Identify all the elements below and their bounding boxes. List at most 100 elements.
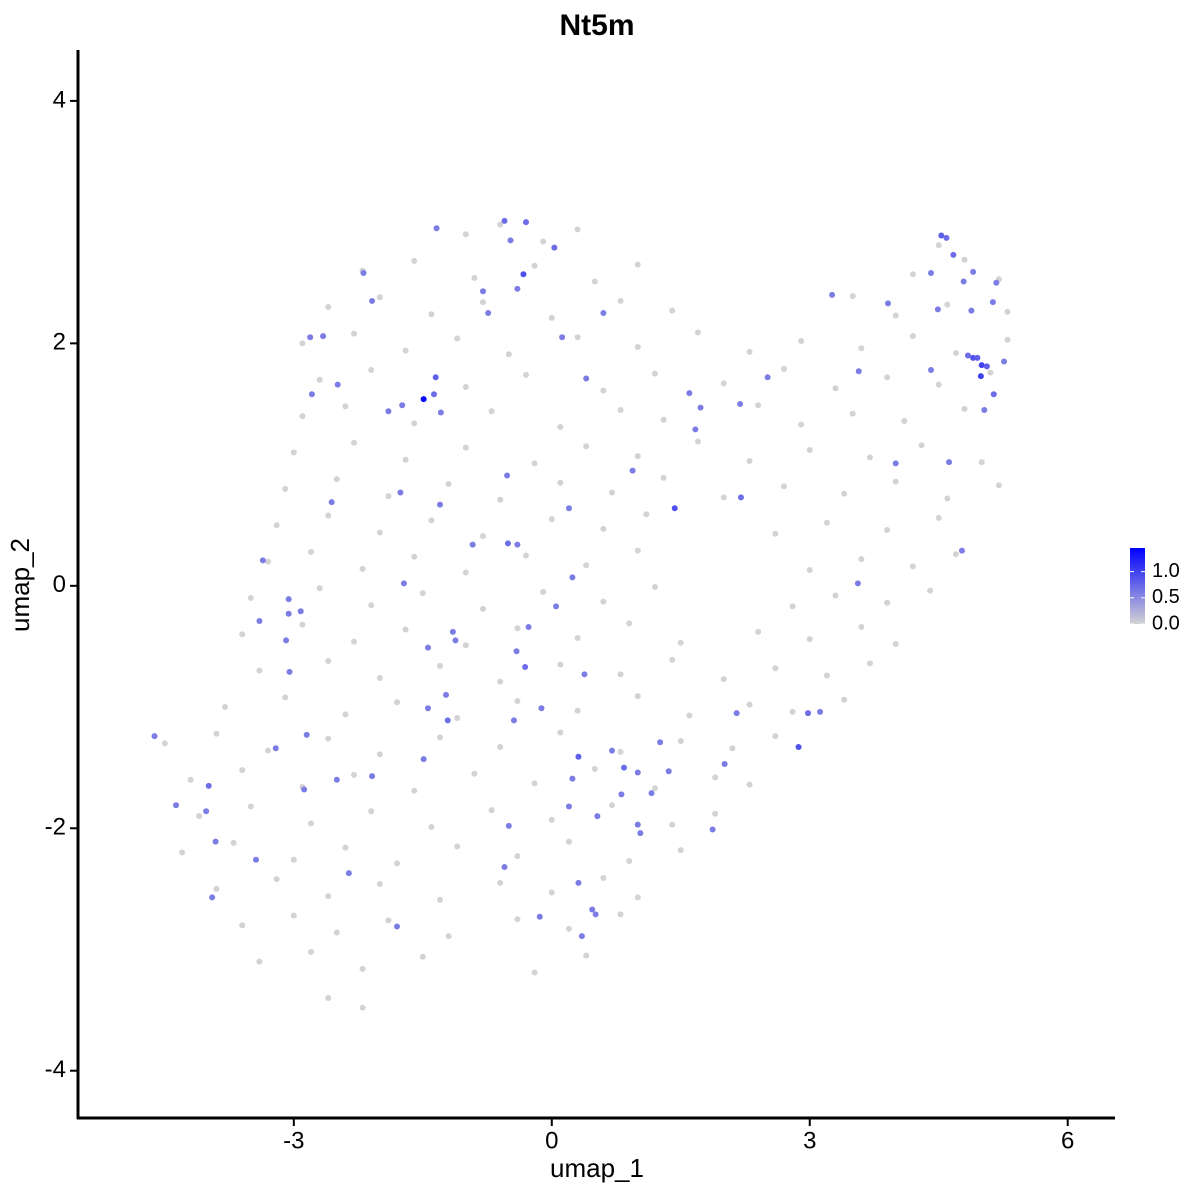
point [368,367,375,374]
point [578,933,585,940]
point [333,929,340,936]
point [445,933,452,940]
point [978,362,985,369]
point [514,541,521,548]
point [733,710,740,717]
point [424,644,431,651]
point [504,472,511,479]
point [307,334,314,341]
point [583,562,590,569]
point [575,879,582,886]
point [600,598,607,605]
point [592,911,599,918]
point [832,592,839,599]
point [247,594,254,601]
point [643,511,650,518]
point [569,775,576,782]
point [420,396,427,403]
point [376,294,383,301]
point [445,480,452,487]
point [342,844,349,851]
point [721,761,728,768]
point [581,671,588,678]
x-tick-label: 3 [803,1127,816,1154]
point [308,391,315,398]
point [351,638,358,645]
point [626,620,633,627]
point [961,256,968,263]
point [385,493,392,500]
point [849,293,856,300]
point [479,288,486,295]
point [557,661,564,668]
point [522,371,529,378]
point [187,776,194,783]
point [432,374,439,381]
point [669,307,676,314]
point [428,824,435,831]
point [634,344,641,351]
point [806,447,813,454]
point [256,958,263,965]
point [514,916,521,923]
point [531,780,538,787]
point [970,268,977,275]
point [285,610,292,617]
point [823,672,830,679]
point [660,416,667,423]
point [273,876,280,883]
point [471,274,478,281]
point [479,605,486,612]
point [665,768,672,775]
point [617,748,624,755]
point [316,585,323,592]
point [507,237,514,244]
point [501,217,508,224]
point [342,711,349,718]
point [892,460,899,467]
point [892,312,899,319]
point [334,381,341,388]
point [978,459,985,466]
point [677,847,684,854]
point [858,556,865,563]
point [325,657,332,664]
point [462,569,469,576]
point [841,490,848,497]
colorbar [1130,548,1145,624]
point [574,226,581,233]
point [325,893,332,900]
point [884,527,891,534]
point [989,299,996,306]
point [205,782,212,789]
point [419,953,426,960]
point [308,548,315,555]
point [282,694,289,701]
point [669,656,676,663]
point [720,494,727,501]
point [256,667,263,674]
point [621,764,628,771]
point [376,751,383,758]
point [504,540,511,547]
colorbar-label: 1.0 [1152,560,1180,582]
point [316,376,323,383]
point [884,300,891,307]
point [553,603,560,610]
point [368,808,375,815]
point [909,333,916,340]
point [437,501,444,508]
point [855,368,862,375]
point [540,238,547,245]
point [677,737,684,744]
point [746,457,753,464]
point [829,291,836,298]
point [488,807,495,814]
point [935,514,942,521]
point [342,403,349,410]
point [789,708,796,715]
point [551,244,558,251]
point [634,547,641,554]
point [411,420,418,427]
point [575,753,582,760]
